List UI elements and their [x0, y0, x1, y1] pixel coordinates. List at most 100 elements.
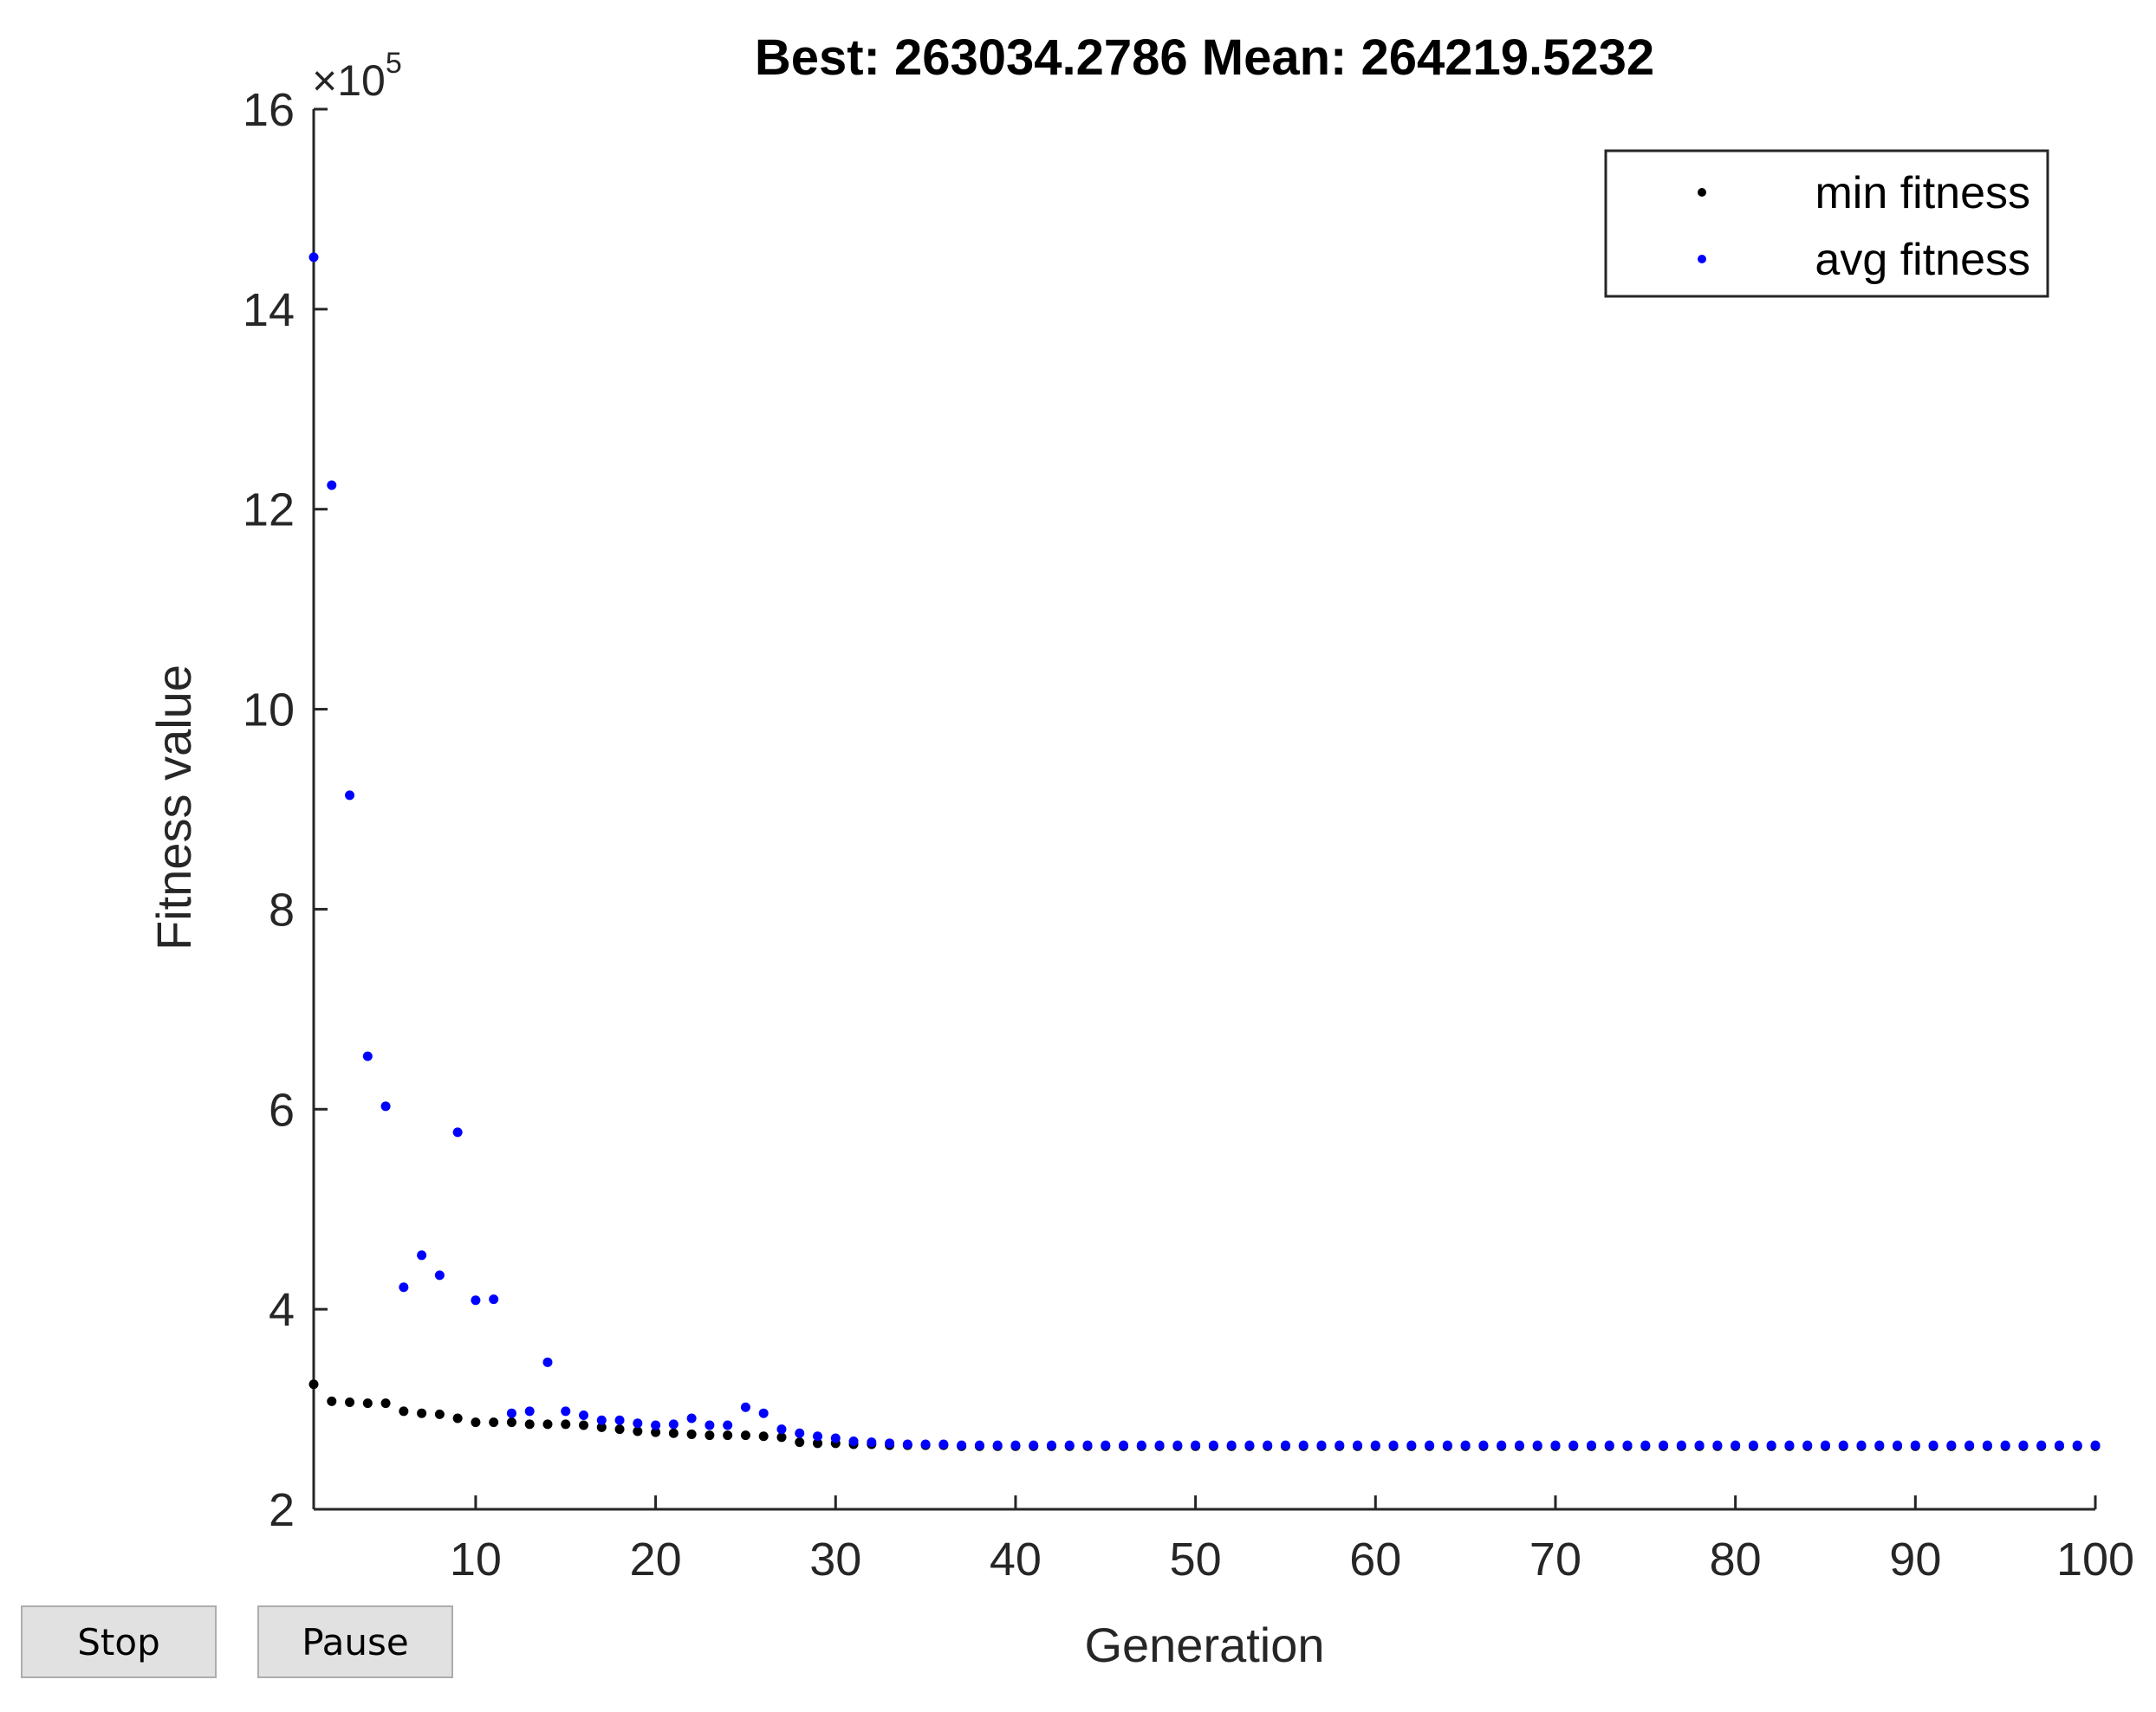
data-point: [399, 1282, 409, 1293]
data-point: [1191, 1440, 1201, 1450]
data-point: [651, 1427, 661, 1437]
data-point: [1893, 1440, 1903, 1450]
x-tick-label: 30: [809, 1534, 861, 1586]
data-point: [1082, 1440, 1093, 1450]
data-point: [1154, 1440, 1165, 1450]
data-point: [489, 1294, 499, 1305]
data-point: [902, 1439, 912, 1449]
legend: min fitness avg fitness: [1604, 149, 2049, 298]
data-point: [308, 252, 319, 263]
data-point: [362, 1051, 373, 1061]
data-point: [938, 1439, 949, 1449]
data-point: [758, 1408, 769, 1418]
x-tick-label: 60: [1349, 1534, 1401, 1586]
data-point: [705, 1430, 715, 1441]
data-point: [542, 1357, 553, 1367]
x-tick-label: 20: [630, 1534, 682, 1586]
data-point: [812, 1431, 822, 1442]
data-point: [1208, 1440, 1218, 1450]
data-point: [1659, 1440, 1669, 1450]
data-point: [1532, 1440, 1542, 1450]
data-point: [1460, 1440, 1471, 1450]
data-point: [308, 1379, 319, 1390]
data-point: [1910, 1440, 1920, 1450]
data-point: [2018, 1440, 2029, 1450]
data-point: [633, 1426, 643, 1436]
data-point: [579, 1410, 589, 1420]
data-point: [1226, 1440, 1237, 1450]
data-point: [1316, 1440, 1327, 1450]
data-point: [651, 1420, 661, 1430]
data-point: [1622, 1440, 1633, 1450]
data-point: [1064, 1440, 1075, 1450]
data-point: [1172, 1440, 1183, 1450]
y-tick-label: 10: [243, 684, 295, 736]
stop-button[interactable]: Stop: [21, 1605, 217, 1678]
data-point: [848, 1436, 859, 1447]
data-point: [1568, 1440, 1579, 1450]
data-point: [1101, 1440, 1111, 1450]
data-point: [399, 1406, 409, 1417]
data-point: [579, 1420, 589, 1430]
data-point: [1964, 1440, 1975, 1450]
data-point: [380, 1101, 391, 1112]
data-point: [1263, 1440, 1273, 1450]
series-avg-fitness: [308, 252, 2101, 1450]
data-point: [957, 1440, 967, 1450]
data-point: [471, 1417, 481, 1428]
data-point: [434, 1409, 445, 1419]
data-point: [561, 1406, 571, 1417]
data-point: [776, 1424, 787, 1435]
data-point: [668, 1428, 679, 1438]
series-min-fitness: [308, 1379, 2101, 1451]
data-point: [1370, 1440, 1380, 1450]
data-point: [795, 1437, 805, 1448]
data-point: [705, 1420, 715, 1430]
data-point: [1802, 1440, 1813, 1450]
data-point: [1046, 1440, 1056, 1450]
data-point: [524, 1406, 535, 1417]
y-tick-label: 14: [243, 284, 295, 336]
y-tick-label: 4: [269, 1284, 295, 1336]
data-point: [1388, 1440, 1399, 1450]
y-exponent-power: 5: [386, 47, 402, 80]
x-axis-label: Generation: [1084, 1618, 1324, 1672]
legend-box: [1604, 149, 2049, 298]
data-point: [1712, 1440, 1723, 1450]
data-point: [1731, 1440, 1741, 1450]
data-point: [1694, 1440, 1705, 1450]
data-point: [740, 1402, 750, 1412]
x-tick-label: 70: [1529, 1534, 1581, 1586]
svg-text:×105: ×105: [312, 47, 402, 105]
data-point: [830, 1433, 841, 1443]
data-point: [524, 1419, 535, 1430]
chart-title: Best: 263034.2786 Mean: 264219.5232: [755, 29, 1654, 86]
data-point: [1838, 1440, 1848, 1450]
data-point: [1497, 1440, 1507, 1450]
y-tick-label: 2: [269, 1484, 295, 1536]
data-point: [434, 1270, 445, 1281]
data-point: [974, 1440, 984, 1450]
y-tick-label: 6: [269, 1084, 295, 1136]
y-tick-label: 8: [269, 884, 295, 936]
tick-group: 10 20 30 40 50 60 70 80 90 100 2 4 6 8 10 12 14 16: [243, 84, 2134, 1586]
data-point: [614, 1415, 625, 1425]
y-exponent-base: ×10: [312, 56, 386, 105]
data-point: [1478, 1440, 1489, 1450]
data-point: [2036, 1440, 2047, 1450]
data-point: [489, 1417, 499, 1428]
data-point: [1946, 1440, 1957, 1450]
data-point: [812, 1438, 822, 1449]
data-point: [723, 1430, 733, 1441]
data-point: [506, 1417, 516, 1428]
pause-button[interactable]: Pause: [257, 1605, 453, 1678]
data-point: [885, 1438, 895, 1449]
data-point: [1748, 1440, 1758, 1450]
data-point: [1244, 1440, 1255, 1450]
data-point: [1928, 1440, 1938, 1450]
data-points: [308, 252, 2101, 1451]
y-exponent: ×105: [312, 47, 402, 105]
data-point: [1136, 1440, 1146, 1450]
data-point: [740, 1430, 750, 1441]
data-point: [1335, 1440, 1345, 1450]
